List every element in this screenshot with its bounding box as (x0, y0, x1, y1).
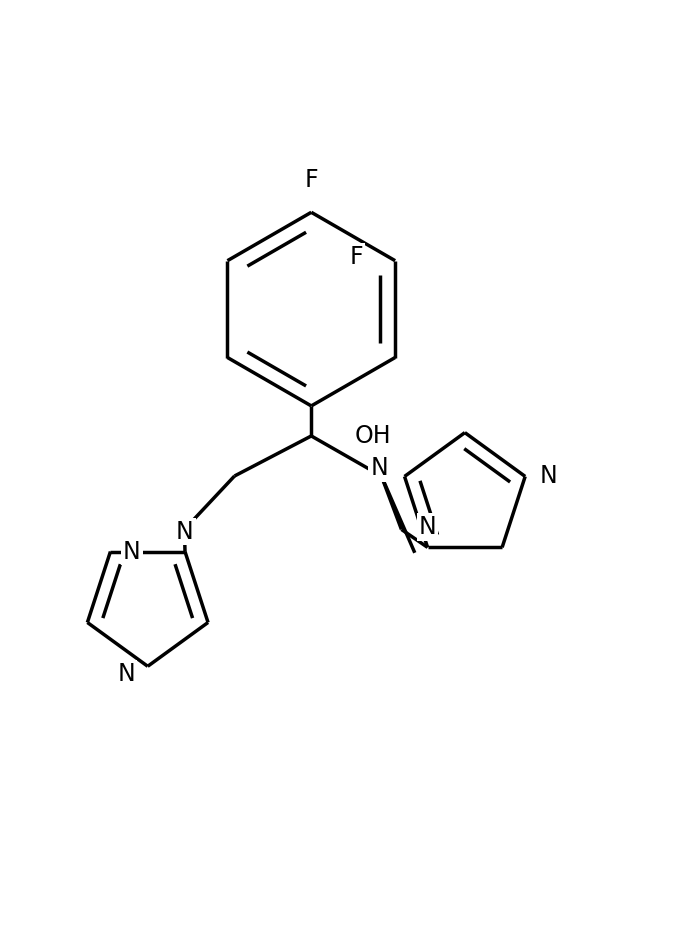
Text: N: N (539, 464, 558, 488)
Text: N: N (118, 663, 135, 686)
Text: N: N (370, 457, 388, 480)
Text: OH: OH (355, 424, 391, 448)
Text: F: F (349, 245, 363, 269)
Text: N: N (123, 540, 141, 564)
Text: N: N (418, 515, 437, 540)
Text: N: N (176, 519, 194, 543)
Text: F: F (304, 169, 318, 192)
